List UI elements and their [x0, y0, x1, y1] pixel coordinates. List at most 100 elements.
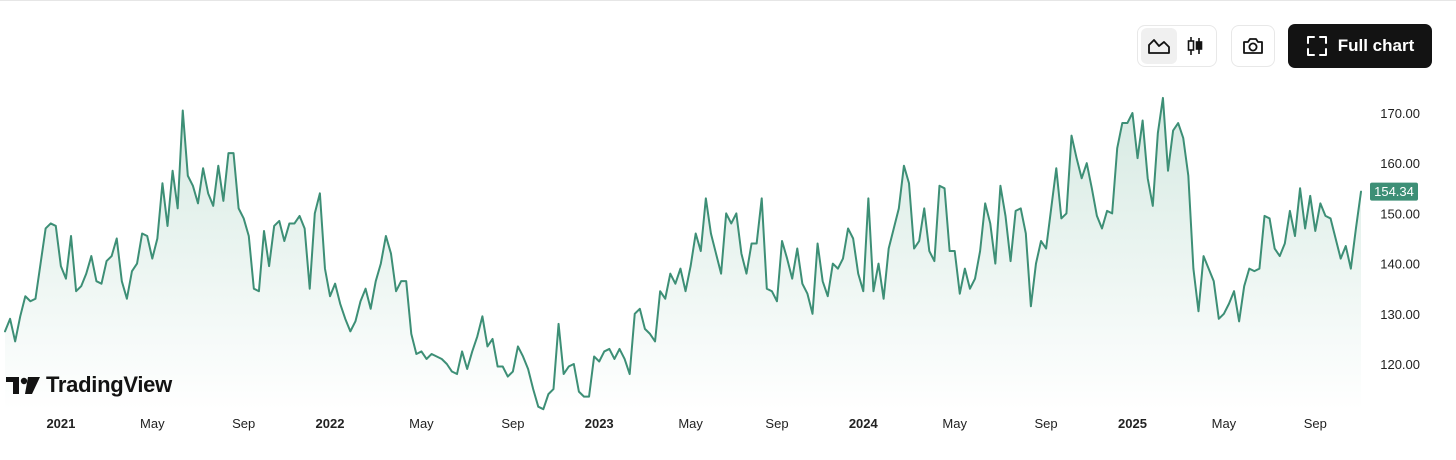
x-tick-label: Sep	[1304, 416, 1327, 431]
price-point	[898, 207, 900, 209]
price-point	[1076, 157, 1078, 159]
price-point	[776, 300, 778, 302]
price-point	[1309, 195, 1311, 197]
price-point	[989, 222, 991, 224]
tradingview-logo[interactable]: TradingView	[6, 372, 172, 398]
price-point	[34, 298, 36, 300]
price-point	[187, 175, 189, 177]
price-point	[1040, 240, 1042, 242]
candlestick-chart-button[interactable]	[1177, 28, 1213, 64]
price-point	[1264, 215, 1266, 217]
price-point	[791, 278, 793, 280]
price-point	[466, 368, 468, 370]
price-point	[695, 232, 697, 234]
y-tick-label: 160.00	[1380, 156, 1420, 171]
price-point	[410, 333, 412, 335]
price-point	[1142, 120, 1144, 122]
price-point	[197, 202, 199, 204]
price-point	[106, 260, 108, 262]
price-point	[547, 393, 549, 395]
price-point	[100, 283, 102, 285]
price-point	[1335, 238, 1337, 240]
price-point	[954, 250, 956, 252]
y-tick-label: 170.00	[1380, 106, 1420, 121]
price-point	[451, 371, 453, 373]
price-point	[85, 273, 87, 275]
y-tick-label: 120.00	[1380, 357, 1420, 372]
area-chart-icon	[1148, 39, 1170, 54]
x-tick-label: 2022	[316, 416, 345, 431]
price-point	[903, 165, 905, 167]
price-point	[456, 373, 458, 375]
x-tick-label: May	[678, 416, 703, 431]
price-line	[4, 96, 1362, 411]
price-point	[1172, 130, 1174, 132]
price-point	[629, 373, 631, 375]
price-point	[263, 230, 265, 232]
price-point	[405, 280, 407, 282]
price-point	[1045, 248, 1047, 250]
price-point	[1167, 170, 1169, 172]
price-point	[1004, 215, 1006, 217]
x-tick-label: 2024	[849, 416, 879, 431]
price-point	[1203, 255, 1205, 257]
screenshot-button[interactable]	[1231, 25, 1275, 67]
full-chart-button[interactable]: Full chart	[1288, 24, 1432, 68]
price-point	[167, 225, 169, 227]
price-point	[476, 335, 478, 337]
area-chart-button[interactable]	[1141, 28, 1177, 64]
x-tick-label: May	[409, 416, 434, 431]
price-point	[654, 340, 656, 342]
price-point	[1131, 112, 1133, 114]
price-point	[1065, 212, 1067, 214]
price-point	[1228, 303, 1230, 305]
price-point	[507, 376, 509, 378]
price-point	[974, 278, 976, 280]
price-point	[319, 192, 321, 194]
last-price-badge: 154.34	[1370, 182, 1418, 201]
price-point	[283, 240, 285, 242]
price-point	[674, 283, 676, 285]
price-point	[1304, 227, 1306, 229]
price-point	[55, 225, 57, 227]
price-point	[1319, 202, 1321, 204]
price-point	[766, 288, 768, 290]
price-point	[944, 187, 946, 189]
price-point	[959, 293, 961, 295]
price-point	[426, 358, 428, 360]
price-point	[608, 348, 610, 350]
price-point	[161, 182, 163, 184]
price-point	[481, 315, 483, 317]
price-point	[248, 235, 250, 237]
chart-toolbar: Full chart	[1137, 24, 1432, 68]
price-point	[883, 298, 885, 300]
price-point	[588, 396, 590, 398]
price-point	[949, 250, 951, 252]
price-point	[700, 250, 702, 252]
price-point	[136, 263, 138, 265]
price-point	[45, 227, 47, 229]
price-point	[913, 248, 915, 250]
price-point	[542, 408, 544, 410]
price-point	[227, 152, 229, 154]
price-point	[1177, 122, 1179, 124]
price-point	[1106, 210, 1108, 212]
price-point	[1314, 230, 1316, 232]
price-point	[156, 238, 158, 240]
price-point	[192, 185, 194, 187]
price-point	[375, 280, 377, 282]
price-point	[207, 192, 209, 194]
price-point	[243, 217, 245, 219]
price-point	[1050, 207, 1052, 209]
price-point	[486, 345, 488, 347]
price-point	[1279, 255, 1281, 257]
price-point	[365, 288, 367, 290]
price-point	[1248, 268, 1250, 270]
price-point	[1360, 191, 1362, 193]
price-point	[801, 283, 803, 285]
price-point	[999, 185, 1001, 187]
price-point	[1269, 217, 1271, 219]
price-point	[1238, 320, 1240, 322]
price-point	[1126, 122, 1128, 124]
